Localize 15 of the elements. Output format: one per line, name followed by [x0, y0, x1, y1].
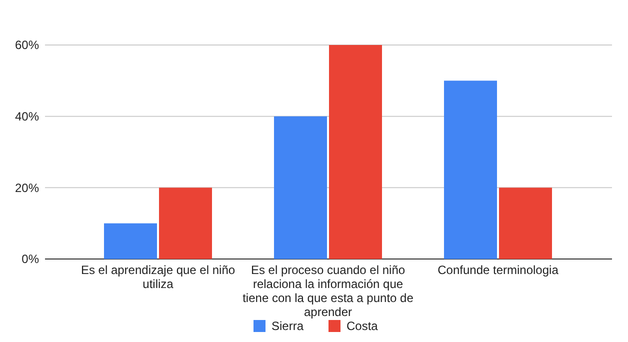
bar — [159, 188, 212, 259]
x-tick-label: Es el proceso cuando el niño relaciona la información que tiene con la que esta a punto de aprender — [242, 263, 414, 319]
x-tick-label: Confunde terminologia — [438, 263, 559, 277]
bar — [104, 223, 157, 259]
y-tick-label: 60% — [14, 38, 40, 52]
x-tick-label: Es el aprendizaje que el niño utiliza — [80, 263, 236, 291]
legend-label: Sierra — [272, 319, 304, 334]
bar — [274, 116, 327, 259]
legend-label: Costa — [346, 319, 378, 334]
bar — [499, 188, 552, 259]
bar — [329, 45, 382, 259]
y-tick-label: 0% — [22, 252, 40, 266]
y-tick-label: 20% — [14, 180, 40, 195]
bar — [444, 80, 497, 259]
y-tick-label: 40% — [14, 110, 40, 124]
